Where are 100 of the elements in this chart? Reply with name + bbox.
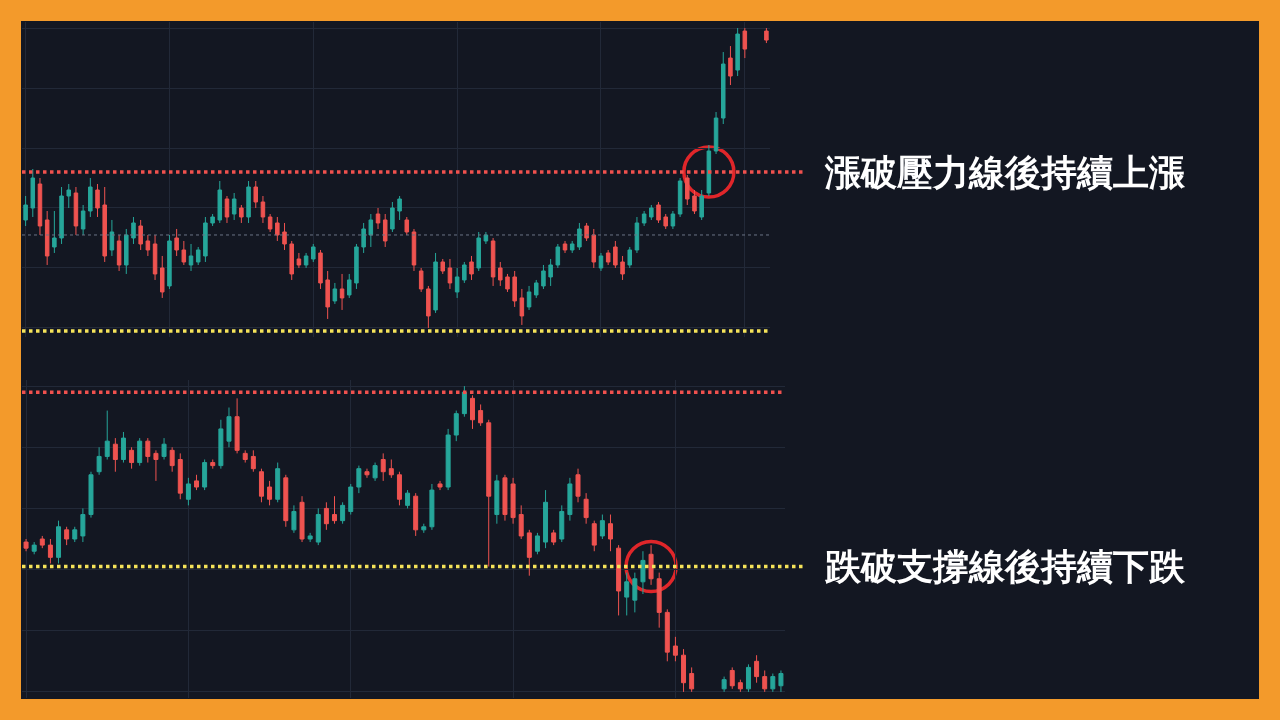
candlestick <box>656 572 662 629</box>
candlestick <box>181 240 187 266</box>
candlestick <box>729 666 735 690</box>
candlestick <box>275 216 280 242</box>
ref-line-label: 跌破支撐線後持續下跌 <box>824 546 1186 587</box>
candlestick <box>764 27 769 44</box>
candlestick <box>231 192 237 221</box>
candlestick <box>526 529 532 577</box>
candlestick <box>39 535 45 549</box>
candlestick <box>177 452 183 500</box>
candlestick <box>202 459 208 491</box>
candlestick <box>66 183 72 209</box>
candlestick <box>426 285 431 329</box>
candlestick <box>670 210 676 230</box>
candlestick <box>541 264 546 290</box>
candlestick <box>253 180 259 209</box>
candlestick <box>250 449 256 473</box>
candlestick <box>234 397 240 454</box>
candlestick <box>648 544 654 586</box>
candlestick <box>37 177 43 236</box>
candlestick <box>641 210 647 227</box>
candlestick <box>476 231 481 272</box>
candlestick <box>735 27 740 77</box>
candlestick <box>224 195 230 224</box>
candlestick <box>80 204 86 236</box>
candlestick <box>116 234 122 272</box>
candlestick <box>23 538 29 552</box>
candlestick <box>364 468 370 479</box>
candlestick <box>315 507 321 546</box>
candlestick <box>296 252 302 269</box>
candlestick <box>291 504 297 534</box>
candlestick <box>226 407 232 448</box>
candlestick <box>346 273 352 299</box>
candlestick <box>599 514 605 540</box>
candlestick <box>699 189 704 221</box>
candlestick <box>356 465 362 494</box>
candlestick <box>174 228 179 257</box>
candlestick <box>388 459 394 479</box>
candlestick <box>608 514 613 552</box>
candlestick <box>303 252 309 269</box>
candlestick <box>632 572 638 613</box>
candlestick <box>620 255 625 281</box>
candlestick <box>689 666 695 693</box>
candlestick <box>23 195 28 227</box>
candlestick <box>332 282 338 305</box>
candlestick <box>433 252 438 314</box>
candlestick <box>145 437 151 464</box>
candlestick <box>120 431 126 464</box>
candlestick <box>325 270 330 320</box>
candlestick <box>569 240 575 254</box>
candlestick <box>102 186 107 263</box>
candlestick <box>88 471 94 519</box>
candlestick <box>88 177 93 218</box>
candlestick <box>145 234 151 257</box>
candlestick <box>469 255 474 281</box>
candlestick <box>562 240 568 254</box>
candlestick <box>318 249 323 290</box>
candlestick <box>486 419 492 568</box>
candlestick <box>275 462 281 503</box>
candlestick <box>129 446 135 470</box>
candlestick <box>153 449 159 482</box>
candlestick <box>720 51 726 125</box>
candlestick <box>31 541 37 555</box>
candlestick <box>260 195 266 224</box>
candlestick <box>47 538 53 564</box>
candlestick <box>445 428 451 491</box>
candlestick <box>713 111 719 155</box>
candlestick <box>613 240 618 269</box>
candlestick <box>80 507 86 543</box>
candlestick <box>605 249 611 266</box>
candlestick <box>591 228 597 269</box>
candlestick <box>138 219 143 251</box>
candlestick <box>64 526 70 546</box>
candlestick <box>210 213 215 227</box>
candlestick <box>52 210 57 254</box>
candlestick <box>109 219 115 257</box>
candlestick <box>681 648 687 693</box>
candlestick <box>754 654 760 684</box>
candlestick <box>548 258 553 287</box>
candlestick <box>591 520 597 552</box>
candlestick <box>289 240 294 281</box>
candlestick <box>440 258 446 275</box>
candlestick <box>299 495 305 543</box>
candlestick <box>721 676 727 693</box>
candlestick <box>361 222 366 254</box>
candlestick <box>59 186 64 245</box>
candlestick <box>543 489 549 549</box>
candlestick <box>762 669 768 693</box>
candlestick <box>210 459 216 470</box>
candlestick <box>598 252 604 272</box>
candlestick <box>169 446 175 473</box>
candlestick <box>382 213 388 248</box>
candlestick <box>137 437 143 467</box>
candlestick <box>112 437 118 473</box>
candlestick <box>494 474 500 525</box>
candlestick <box>583 492 589 525</box>
candlestick <box>559 504 565 543</box>
candlestick <box>418 267 424 293</box>
candlestick <box>534 532 540 555</box>
candlestick <box>246 180 251 224</box>
